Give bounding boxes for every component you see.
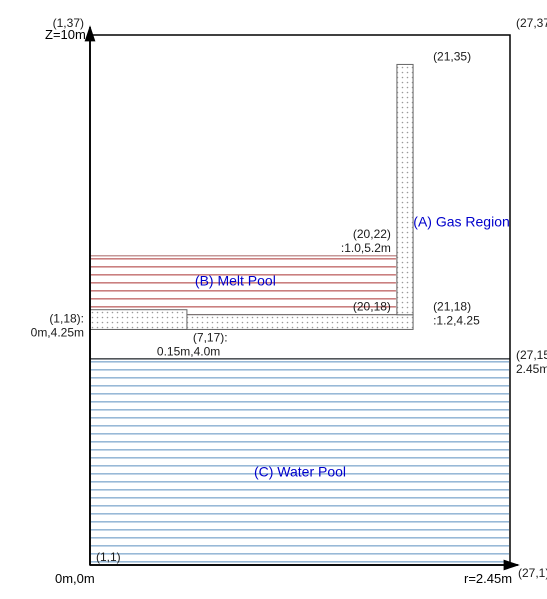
melt-region-label: (B) Melt Pool [195, 272, 276, 288]
solid-ledge [90, 310, 187, 330]
coord-annotation: (20,18) [353, 300, 391, 314]
coord-annotation: (21,18) [433, 300, 471, 314]
coord-annotation: (1,18): [49, 312, 84, 326]
coord-annotation: (7,17): [193, 330, 228, 344]
coord-annotation: (1,1) [96, 550, 121, 564]
coord-annotation: 0m,4.25m [31, 326, 84, 340]
coord-annotation: 0.15m,4.0m [157, 344, 220, 358]
coord-annotation: (21,35) [433, 49, 471, 63]
coord-annotation: :1.0,5.2m [341, 241, 391, 255]
gas-region-label: (A) Gas Region [413, 213, 509, 229]
coord-annotation: :1.2,4.25 [433, 314, 480, 328]
coord-annotation: (20,22) [353, 227, 391, 241]
coord-annotation: (27,37) [516, 16, 547, 30]
coord-annotation: (27,1) [518, 566, 547, 580]
water-pool-region [90, 359, 510, 565]
coord-annotation: (1,37) [53, 16, 84, 30]
coord-annotation: 2.45m,3.6m [516, 362, 547, 376]
water-region-label: (C) Water Pool [254, 464, 346, 480]
coord-annotation: (27,15): [516, 348, 547, 362]
solid-wall [397, 64, 413, 314]
